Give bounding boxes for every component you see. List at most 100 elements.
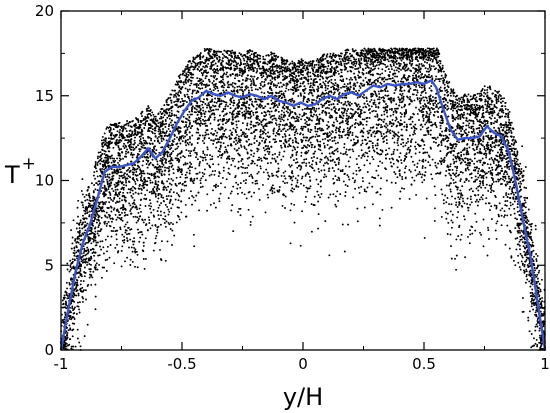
scatter-point bbox=[496, 159, 499, 162]
scatter-point bbox=[444, 145, 447, 148]
scatter-point bbox=[259, 60, 262, 63]
scatter-point bbox=[139, 236, 142, 239]
scatter-point bbox=[292, 75, 295, 78]
scatter-point bbox=[317, 64, 320, 66]
scatter-point bbox=[268, 75, 271, 78]
scatter-point bbox=[484, 131, 487, 134]
scatter-point bbox=[370, 67, 373, 70]
scatter-point bbox=[303, 76, 306, 79]
scatter-point bbox=[221, 110, 224, 113]
scatter-point bbox=[240, 165, 243, 168]
scatter-point bbox=[154, 224, 157, 226]
scatter-point bbox=[107, 220, 110, 223]
scatter-point bbox=[187, 74, 190, 76]
scatter-point bbox=[202, 71, 205, 74]
scatter-point bbox=[380, 82, 383, 85]
scatter-point bbox=[300, 151, 303, 154]
scatter-point bbox=[233, 157, 236, 160]
scatter-point bbox=[300, 118, 303, 121]
scatter-point bbox=[189, 127, 192, 130]
scatter-point bbox=[207, 102, 210, 105]
scatter-point bbox=[223, 54, 226, 57]
scatter-point bbox=[371, 176, 374, 179]
scatter-point bbox=[166, 153, 169, 156]
scatter-point bbox=[305, 100, 308, 103]
scatter-point bbox=[371, 203, 374, 206]
scatter-point bbox=[270, 110, 273, 113]
scatter-point bbox=[364, 151, 367, 154]
scatter-point bbox=[116, 188, 119, 191]
scatter-point bbox=[311, 94, 314, 97]
scatter-point bbox=[309, 60, 312, 63]
scatter-point bbox=[378, 224, 381, 227]
scatter-point bbox=[314, 81, 317, 84]
scatter-point bbox=[194, 56, 197, 59]
scatter-point bbox=[295, 128, 298, 131]
scatter-point bbox=[529, 231, 532, 234]
scatter-point bbox=[252, 131, 255, 134]
scatter-point bbox=[356, 220, 359, 223]
scatter-point bbox=[449, 92, 452, 95]
scatter-point bbox=[123, 176, 126, 178]
scatter-point bbox=[408, 89, 411, 92]
scatter-point bbox=[365, 49, 367, 52]
scatter-point bbox=[170, 165, 173, 168]
scatter-point bbox=[346, 153, 348, 156]
scatter-point bbox=[422, 110, 425, 113]
scatter-point bbox=[126, 120, 129, 122]
scatter-point bbox=[426, 119, 429, 122]
scatter-point bbox=[226, 71, 228, 74]
scatter-point bbox=[429, 111, 432, 114]
scatter-point bbox=[97, 201, 100, 204]
scatter-point bbox=[534, 342, 537, 345]
scatter-point bbox=[513, 157, 516, 160]
scatter-point bbox=[467, 168, 470, 171]
scatter-point bbox=[159, 124, 162, 126]
scatter-point bbox=[434, 164, 437, 167]
scatter-point bbox=[217, 155, 219, 158]
scatter-point bbox=[84, 271, 87, 274]
scatter-point bbox=[232, 185, 235, 188]
scatter-point bbox=[114, 126, 117, 129]
scatter-point bbox=[117, 125, 120, 128]
scatter-point bbox=[237, 54, 239, 57]
scatter-point bbox=[97, 183, 99, 186]
scatter-point bbox=[463, 130, 466, 132]
scatter-point bbox=[116, 216, 119, 219]
scatter-point bbox=[148, 199, 151, 202]
scatter-point bbox=[327, 120, 330, 123]
scatter-point bbox=[309, 141, 312, 144]
scatter-point bbox=[252, 78, 254, 80]
scatter-point bbox=[152, 214, 155, 217]
scatter-point bbox=[138, 240, 141, 243]
scatter-point bbox=[305, 136, 308, 139]
scatter-point bbox=[374, 65, 377, 68]
scatter-point bbox=[218, 200, 221, 203]
scatter-point bbox=[116, 130, 119, 133]
scatter-point bbox=[494, 144, 497, 147]
scatter-point bbox=[182, 163, 185, 166]
scatter-point bbox=[422, 152, 425, 155]
scatter-point bbox=[315, 63, 318, 66]
scatter-point bbox=[93, 218, 96, 221]
scatter-point bbox=[352, 113, 355, 116]
scatter-point bbox=[109, 194, 112, 196]
scatter-point bbox=[493, 204, 496, 207]
scatter-point bbox=[424, 74, 427, 77]
scatter-point bbox=[205, 83, 208, 86]
scatter-point bbox=[300, 125, 303, 128]
scatter-point bbox=[482, 245, 485, 248]
scatter-point bbox=[226, 120, 229, 123]
scatter-point bbox=[242, 131, 245, 134]
scatter-point bbox=[77, 305, 80, 308]
scatter-point bbox=[365, 96, 368, 99]
scatter-point bbox=[147, 157, 150, 159]
scatter-point bbox=[210, 139, 213, 142]
scatter-point bbox=[498, 160, 500, 163]
scatter-point bbox=[418, 159, 421, 162]
scatter-point bbox=[196, 77, 199, 80]
scatter-point bbox=[165, 99, 168, 102]
scatter-point bbox=[380, 53, 383, 56]
scatter-point bbox=[143, 155, 146, 158]
scatter-point bbox=[274, 138, 277, 141]
